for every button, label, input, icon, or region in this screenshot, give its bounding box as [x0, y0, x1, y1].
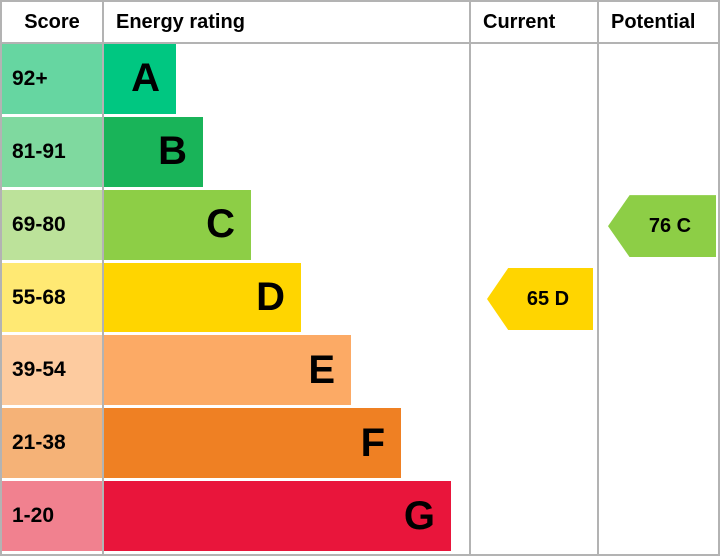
header-score: Score [24, 10, 80, 33]
header-potential: Potential [597, 2, 718, 42]
potential-cell [597, 262, 718, 336]
score-cell: 1-20 [2, 481, 102, 554]
band-row-e: 39-54 E [2, 335, 718, 409]
rating-bar-b: B [104, 116, 203, 187]
potential-cell: 76 C [597, 189, 718, 263]
score-band-d: 55-68 [2, 262, 102, 333]
current-cell [469, 116, 597, 190]
rating-cell: C [102, 189, 469, 263]
current-rating-arrow: 65 D [487, 268, 593, 330]
current-cell [469, 189, 597, 263]
band-row-a: 92+ A [2, 44, 718, 117]
score-band-f: 21-38 [2, 408, 102, 479]
rating-cell: D [102, 262, 469, 336]
score-band-a: 92+ [2, 44, 102, 114]
chart-header: Score Energy rating Current Potential [2, 2, 718, 44]
rating-bar-a: A [104, 44, 176, 114]
rating-cell: F [102, 408, 469, 482]
score-cell: 39-54 [2, 335, 102, 408]
current-cell [469, 481, 597, 554]
rating-bar-d: D [104, 262, 301, 333]
current-cell [469, 44, 597, 117]
rating-bar-f: F [104, 408, 401, 479]
potential-cell [597, 481, 718, 554]
rating-cell: E [102, 335, 469, 409]
potential-cell [597, 335, 718, 409]
rating-bar-c: C [104, 189, 251, 260]
score-band-g: 1-20 [2, 481, 102, 552]
current-cell: 65 D [469, 262, 597, 336]
header-current: Current [469, 2, 597, 42]
rating-cell: A [102, 44, 469, 117]
score-cell: 55-68 [2, 262, 102, 336]
potential-cell [597, 408, 718, 482]
current-cell [469, 408, 597, 482]
rating-bar-e: E [104, 335, 351, 406]
band-row-d: 55-68 D 65 D [2, 262, 718, 336]
score-cell: 92+ [2, 44, 102, 117]
band-row-g: 1-20 G [2, 481, 718, 554]
potential-cell [597, 44, 718, 117]
score-cell: 69-80 [2, 189, 102, 263]
header-energy-rating: Energy rating [102, 2, 469, 42]
score-cell: 81-91 [2, 116, 102, 190]
score-band-c: 69-80 [2, 189, 102, 260]
score-band-e: 39-54 [2, 335, 102, 406]
score-cell: 21-38 [2, 408, 102, 481]
potential-rating-arrow: 76 C [608, 195, 716, 258]
band-row-f: 21-38 F [2, 408, 718, 482]
rating-cell: B [102, 116, 469, 190]
band-row-b: 81-91 B [2, 116, 718, 190]
score-band-b: 81-91 [2, 116, 102, 187]
band-row-c: 69-80 C 76 C [2, 189, 718, 263]
rating-bar-g: G [104, 481, 451, 552]
rating-cell: G [102, 481, 469, 554]
potential-cell [597, 116, 718, 190]
current-cell [469, 335, 597, 409]
